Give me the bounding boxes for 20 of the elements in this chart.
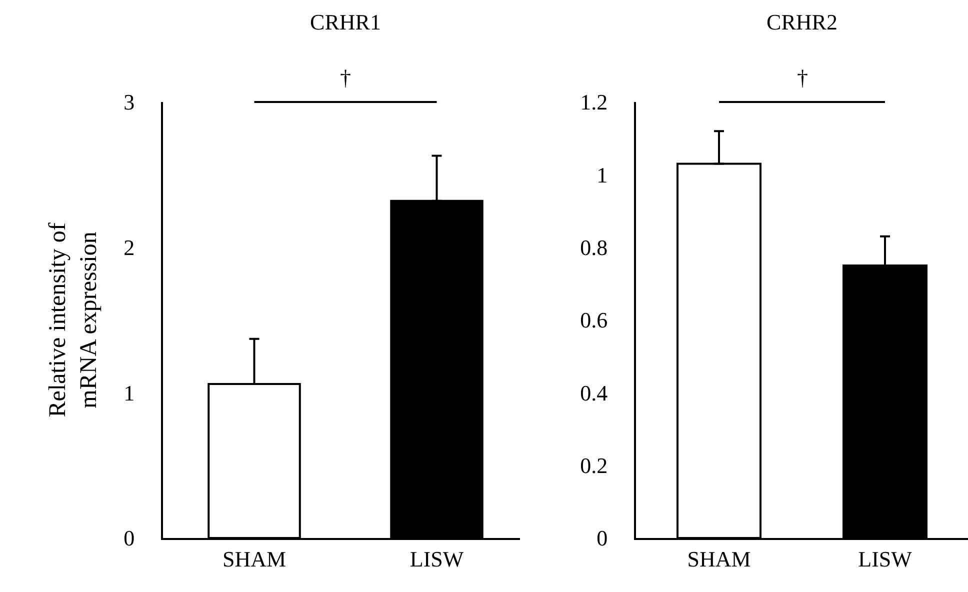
y-tick-label: 1 xyxy=(124,380,135,406)
y-tick-label: 0 xyxy=(596,526,608,551)
y-tick-label: 0.6 xyxy=(580,308,608,333)
y-tick-label: 1.2 xyxy=(580,90,608,115)
chart-title: CRHR1 xyxy=(310,9,381,34)
x-tick-label: LISW xyxy=(410,546,464,572)
y-tick-label: 0.4 xyxy=(580,380,608,406)
y-tick-label: 0.2 xyxy=(580,453,608,478)
y-axis-title: Relative intensity of mRNA expression xyxy=(45,222,102,418)
chart-title: CRHR2 xyxy=(766,9,838,34)
x-tick-label: LISW xyxy=(858,546,912,572)
y-tick-label: 0 xyxy=(124,526,135,551)
x-tick-label: SHAM xyxy=(222,546,286,572)
text: † xyxy=(340,65,351,90)
text: † xyxy=(797,65,808,90)
x-tick-label: SHAM xyxy=(687,546,751,572)
y-tick-label: 1 xyxy=(596,162,608,188)
y-tick-label: 0.8 xyxy=(580,235,608,260)
y-tick-label: 2 xyxy=(124,235,135,260)
y-tick-label: 3 xyxy=(124,90,135,115)
